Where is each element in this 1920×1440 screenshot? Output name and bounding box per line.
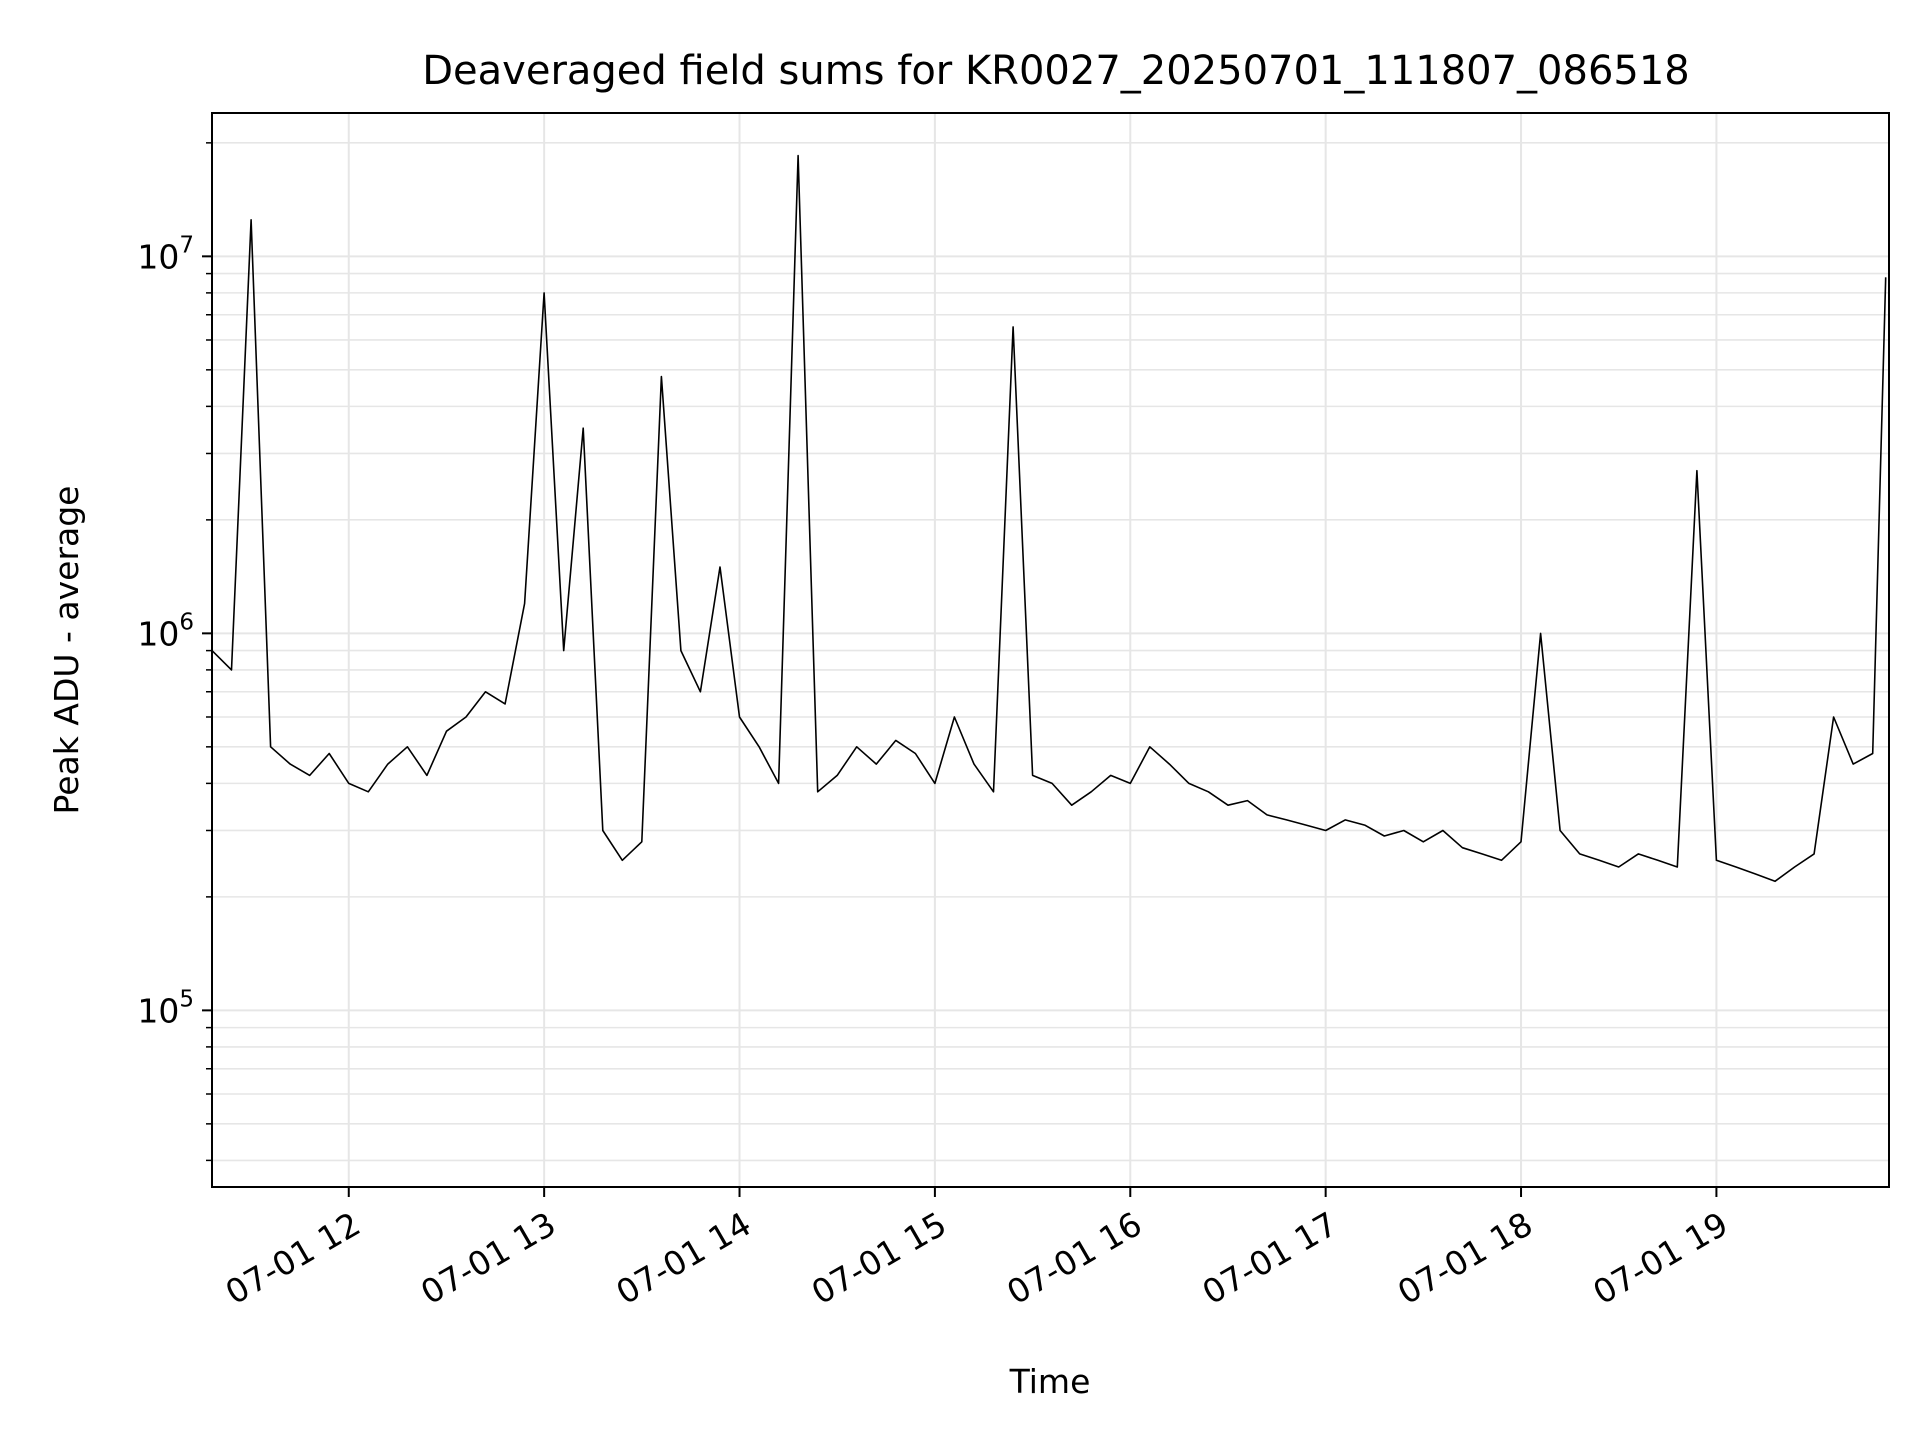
series-line [211, 154, 1887, 883]
y-axis: 105 106 107 [137, 142, 212, 1162]
x-axis-label: Time [1009, 1362, 1091, 1401]
y-tick-label: 105 [137, 986, 194, 1030]
y-tick-label: 107 [137, 232, 194, 276]
grid [212, 113, 1889, 1187]
series-layer [211, 154, 1887, 883]
chart-title: Deaveraged field sums for KR0027_2025070… [422, 48, 1690, 94]
y-tick-label: 106 [137, 609, 194, 653]
y-axis-label: Peak ADU - average [47, 486, 86, 815]
